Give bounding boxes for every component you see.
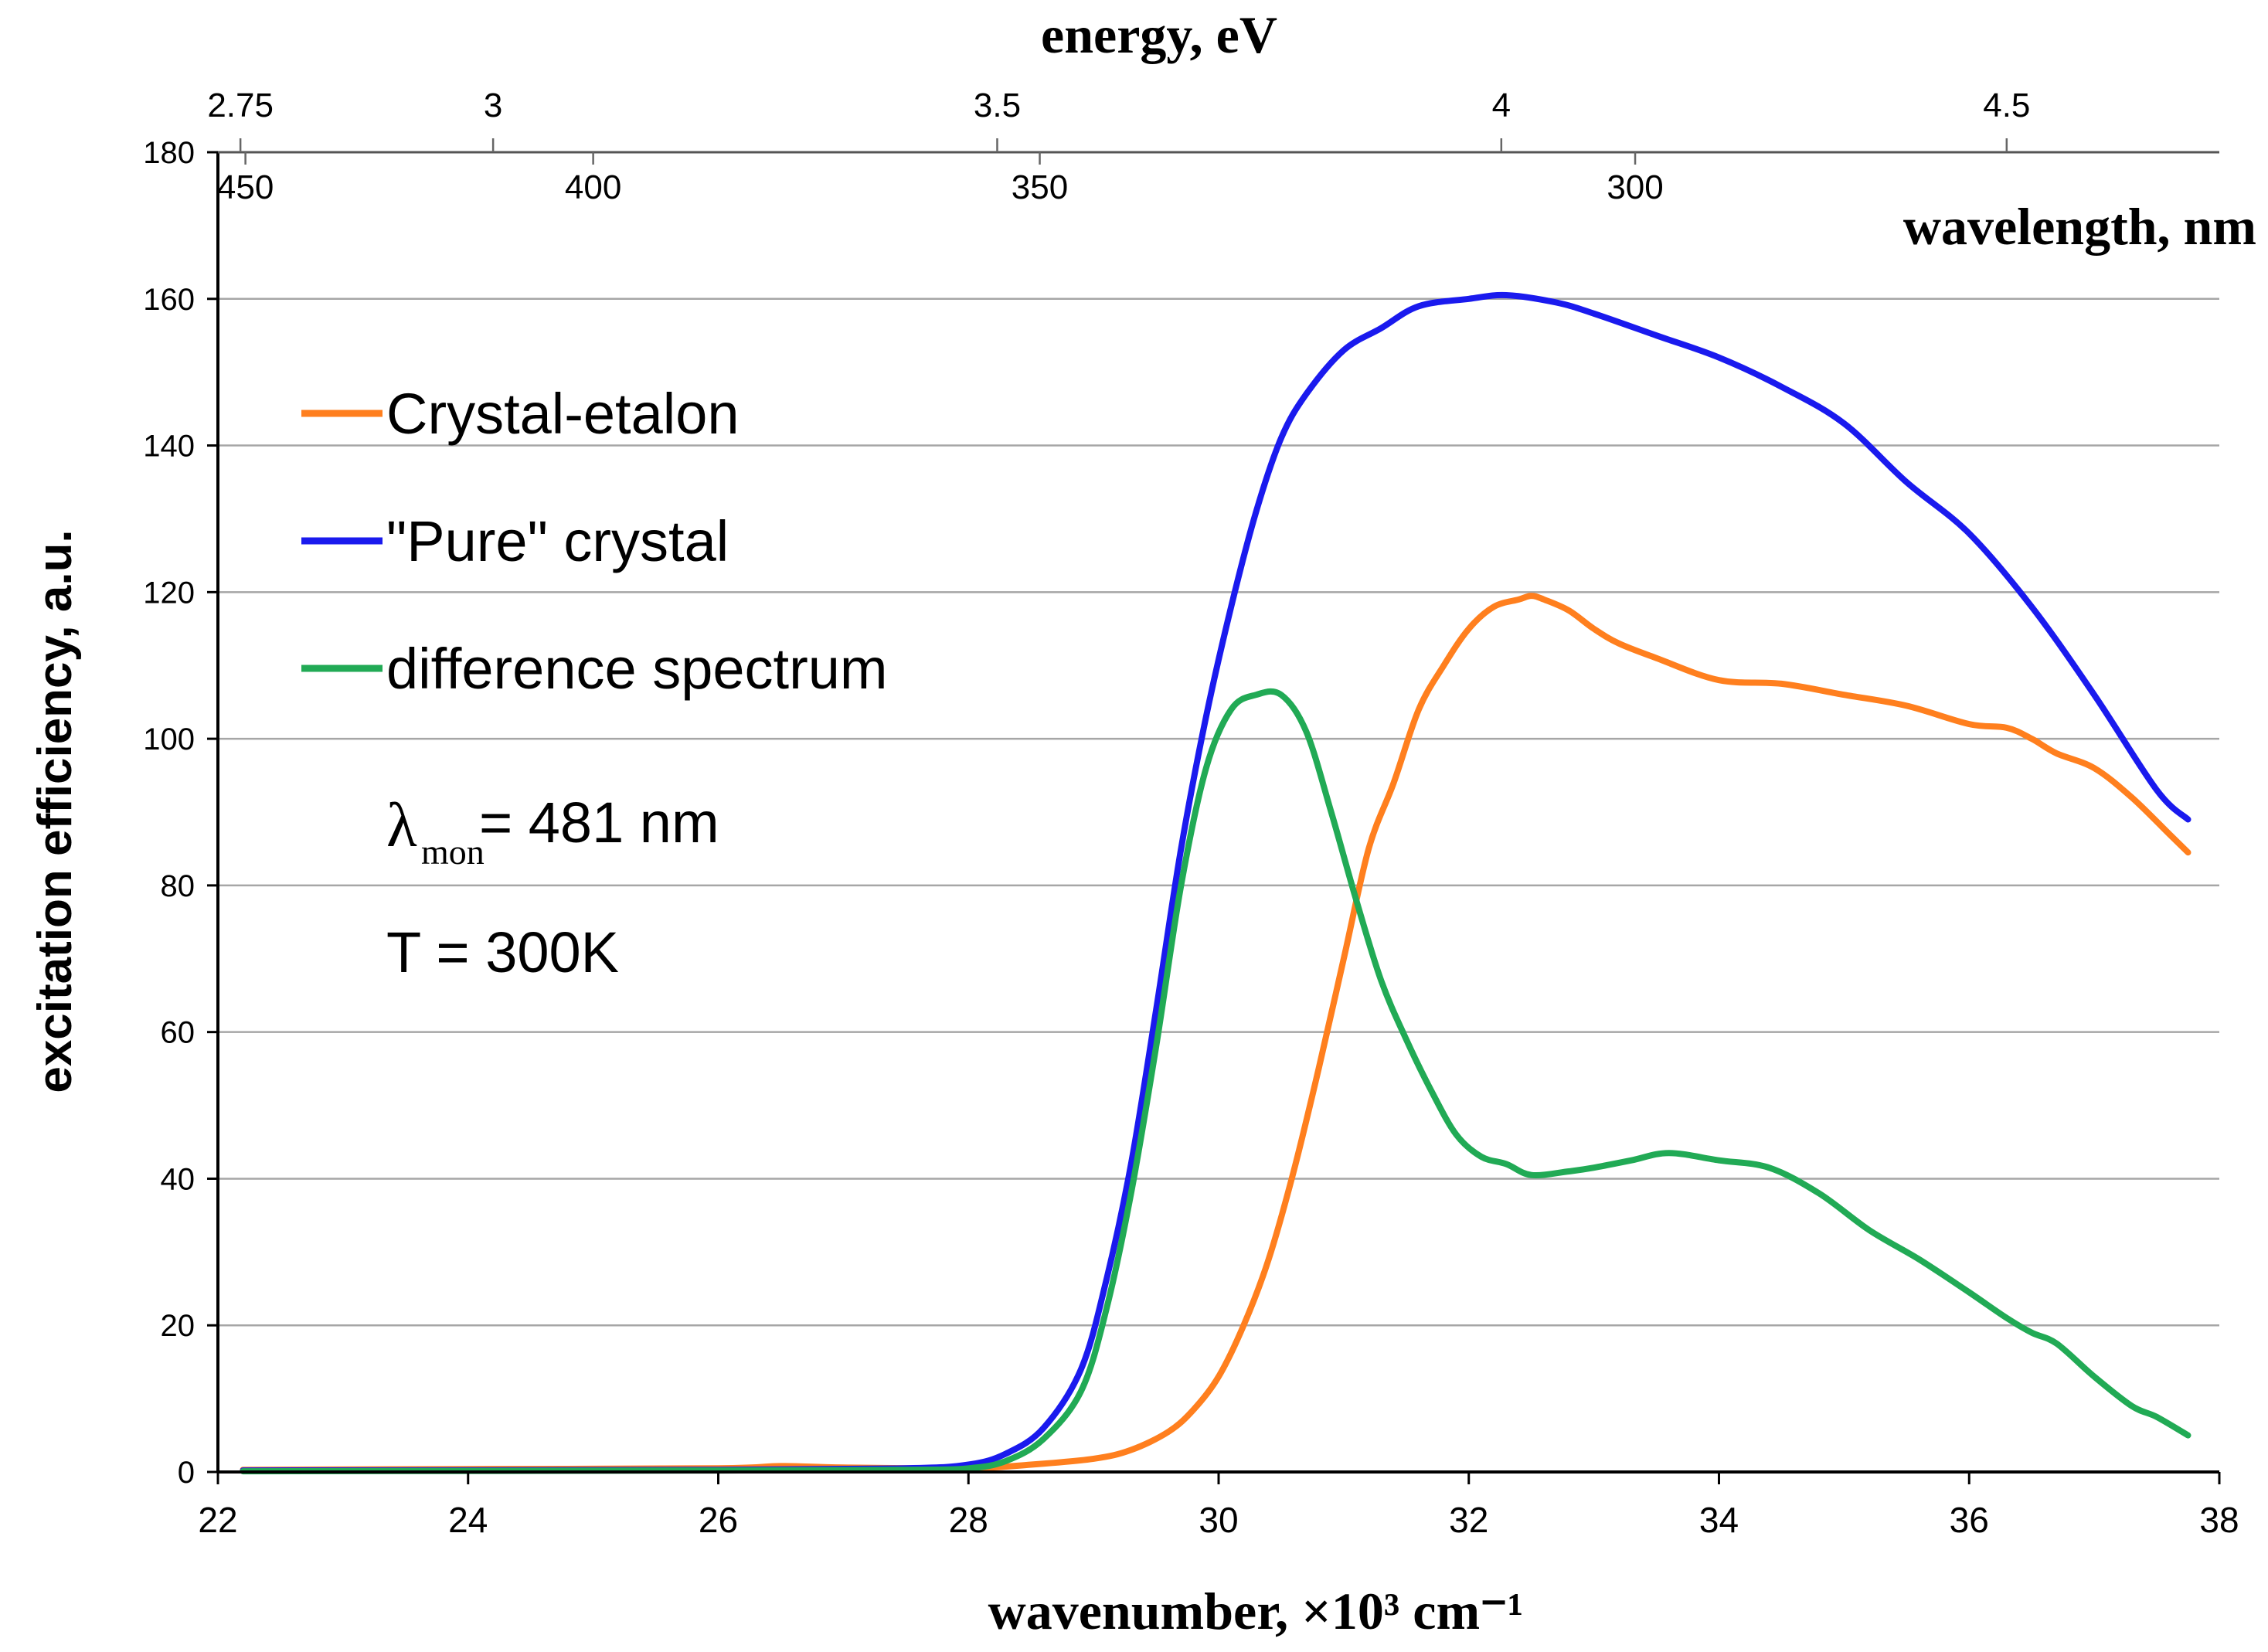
wavelength-tick-label-350: 350: [1012, 168, 1068, 206]
energy-tick-label-2.75: 2.75: [207, 87, 274, 124]
monitoring-wavelength-annotation: λ mon = 481 nm: [386, 790, 719, 872]
lambda-subscript: mon: [421, 832, 485, 872]
y-axis-title: excitation efficiency, a.u.: [29, 529, 82, 1093]
y-tick-label-120: 120: [143, 576, 195, 610]
x-axis-title: wavenumber, ×10³ cm⁻¹: [988, 1582, 1524, 1640]
y-tick-label-140: 140: [143, 430, 195, 464]
energy-tick-label-3: 3: [484, 87, 502, 124]
y-tick-label-100: 100: [143, 722, 195, 756]
x-tick-label-28: 28: [949, 1500, 988, 1540]
pure-crystal-line: [240, 291, 2191, 1474]
top-axis-title-energy: energy, eV: [1041, 5, 1277, 64]
y-tick-label-60: 60: [161, 1016, 196, 1050]
x-tick-label-24: 24: [448, 1500, 488, 1540]
top-axis-title-wavelength: wavelength, nm: [1903, 197, 2256, 256]
y-tick-label-0: 0: [178, 1456, 195, 1490]
wavelength-tick-label-450: 450: [217, 168, 274, 206]
energy-tick-label-4: 4: [1492, 87, 1511, 124]
y-tick-label-180: 180: [143, 136, 195, 170]
x-tick-labels: 22 24 26 28 30 32 34 36 38: [198, 1472, 2239, 1540]
lambda-symbol: λ: [386, 790, 417, 860]
x-tick-label-36: 36: [1950, 1500, 1989, 1540]
plot-lines: [240, 291, 2191, 1475]
x-tick-label-32: 32: [1449, 1500, 1488, 1540]
y-tick-label-40: 40: [161, 1162, 196, 1196]
x-tick-label-30: 30: [1199, 1500, 1238, 1540]
x-tick-label-34: 34: [1699, 1500, 1739, 1540]
x-tick-label-26: 26: [699, 1500, 738, 1540]
wavelength-tick-label-300: 300: [1607, 168, 1663, 206]
wavelength-tick-labels: 450 400 350 300: [217, 152, 1664, 206]
energy-tick-labels: 2.75 3 3.5 4 4.5: [207, 87, 2030, 152]
lambda-value: = 481 nm: [479, 790, 719, 855]
wavelength-tick-label-400: 400: [565, 168, 621, 206]
energy-tick-label-4.5: 4.5: [1983, 87, 2030, 124]
energy-tick-label-3.5: 3.5: [974, 87, 1021, 124]
legend-difference-spectrum-label: difference spectrum: [386, 637, 888, 701]
x-tick-label-22: 22: [198, 1500, 237, 1540]
y-tick-label-80: 80: [161, 869, 196, 903]
temperature-annotation: T = 300K: [386, 920, 619, 984]
x-tick-label-38: 38: [2199, 1500, 2239, 1540]
legend-pure-crystal-label: "Pure" crystal: [386, 509, 729, 573]
y-tick-label-160: 160: [143, 283, 195, 317]
difference-spectrum-line: [240, 688, 2191, 1475]
y-tick-label-20: 20: [161, 1309, 196, 1343]
y-tick-labels: 0 20 40 60 80 100 120 140 160 180: [143, 136, 218, 1490]
legend: Crystal-etalon "Pure" crystal difference s…: [301, 382, 888, 701]
legend-crystal-etalon-label: Crystal-etalon: [386, 382, 740, 446]
